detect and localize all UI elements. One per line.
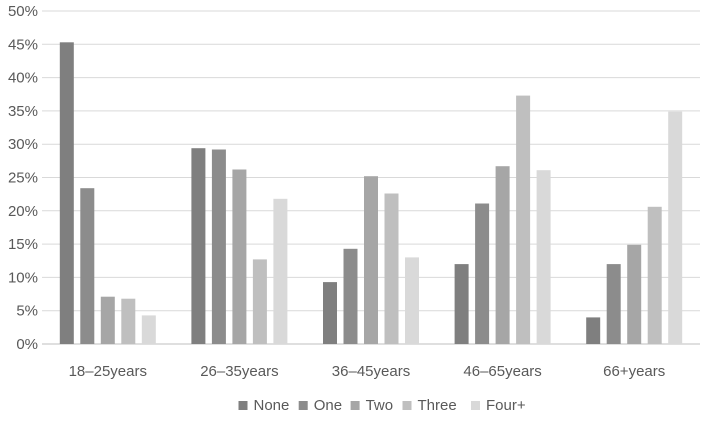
y-tick-label: 5% <box>16 303 38 320</box>
bar-three-2 <box>252 259 267 344</box>
y-tick-label: 15% <box>8 236 38 253</box>
bar-three-1 <box>121 298 136 344</box>
y-axis-ticks: 0% 5% 10% 15% 20% 25% 30% 35% 40% 45% 50% <box>8 3 38 353</box>
bar-four-3 <box>405 257 419 344</box>
legend-label: None <box>254 397 290 414</box>
bar-three-5 <box>647 206 662 344</box>
y-tick-label: 30% <box>8 136 38 153</box>
y-tick-label: 50% <box>8 3 38 20</box>
bar-two-2 <box>232 169 247 344</box>
bar-one-1 <box>80 188 95 344</box>
y-tick-label: 35% <box>8 103 38 120</box>
legend-swatch <box>298 401 308 410</box>
bar-none-1 <box>59 42 74 345</box>
legend-swatch <box>402 401 412 410</box>
bars <box>59 42 683 345</box>
bar-two-3 <box>364 176 378 344</box>
x-category-label: 66+years <box>603 363 665 380</box>
bar-four-2 <box>273 198 288 344</box>
x-axis-categories: 18–25years 26–35years 36–45years 46–65years… <box>69 363 666 380</box>
y-tick-label: 10% <box>8 269 38 286</box>
x-category-label: 18–25years <box>69 363 147 380</box>
bar-two-1 <box>100 296 115 344</box>
legend-label: Four+ <box>486 397 526 414</box>
legend: None One Two Three Four+ <box>238 397 526 414</box>
y-tick-label: 40% <box>8 70 38 87</box>
y-tick-label: 20% <box>8 203 38 220</box>
bar-two-5 <box>627 244 642 344</box>
legend-label: Two <box>366 397 394 414</box>
bar-three-4 <box>516 95 531 344</box>
legend-swatch <box>350 401 360 410</box>
bar-one-4 <box>475 203 490 344</box>
x-category-label: 36–45years <box>332 363 410 380</box>
bar-one-3 <box>343 248 358 344</box>
legend-swatch <box>238 401 248 410</box>
bar-one-5 <box>606 264 621 344</box>
bar-none-4 <box>454 264 469 344</box>
x-category-label: 26–35years <box>200 363 278 380</box>
bar-four-5 <box>668 111 683 344</box>
bar-none-3 <box>323 282 337 344</box>
bar-four-4 <box>536 170 551 344</box>
y-tick-label: 0% <box>16 336 38 353</box>
legend-label: Three <box>418 397 457 414</box>
bar-three-3 <box>384 193 399 344</box>
bar-none-2 <box>191 148 206 344</box>
y-tick-label: 25% <box>8 170 38 187</box>
legend-label: One <box>314 397 342 414</box>
y-tick-label: 45% <box>8 36 38 53</box>
bar-two-4 <box>495 166 510 344</box>
bar-four-1 <box>141 315 156 344</box>
legend-swatch <box>471 401 480 410</box>
bar-one-2 <box>211 149 226 344</box>
bar-none-5 <box>586 317 601 344</box>
x-category-label: 46–65years <box>463 363 541 380</box>
